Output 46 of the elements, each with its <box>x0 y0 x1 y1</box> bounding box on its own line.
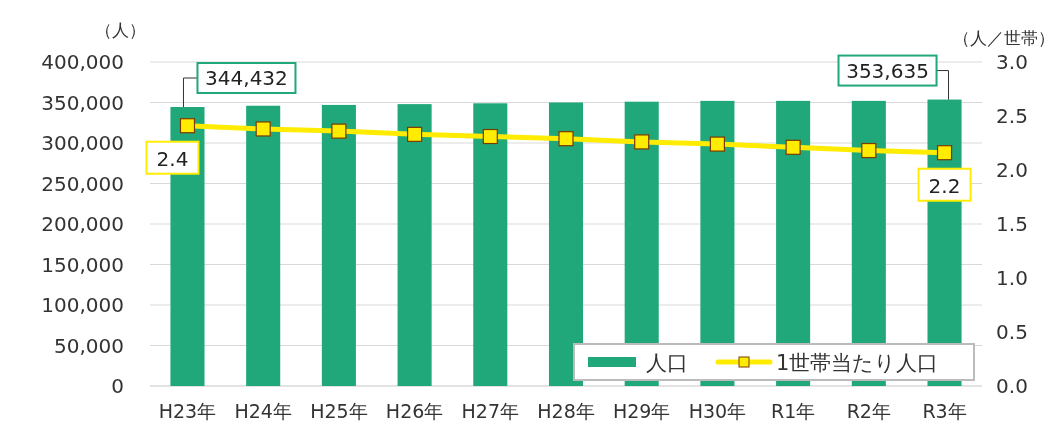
legend-label: 1世帯当たり人口 <box>776 351 939 375</box>
point <box>558 131 574 147</box>
point <box>331 123 347 139</box>
x-tick-label: R3年 <box>922 400 967 422</box>
data-label: 2.4 <box>156 146 189 171</box>
point <box>936 145 953 161</box>
data-label: 344,432 <box>205 66 288 91</box>
x-tick-label: H28年 <box>537 400 595 422</box>
y2-tick-label: 0.5 <box>996 320 1028 344</box>
y2-tick-label: 2.5 <box>996 104 1028 128</box>
point <box>482 128 498 145</box>
y-tick-label: 350,000 <box>41 90 124 115</box>
point <box>709 136 726 152</box>
point <box>406 126 423 142</box>
y2-tick-label: 0.0 <box>996 374 1028 398</box>
data-label: 353,635 <box>846 58 929 83</box>
y-tick-label: 200,000 <box>41 212 124 236</box>
x-tick-label: R2年 <box>846 400 891 422</box>
y-tick-label: 100,000 <box>41 293 124 317</box>
legend-label: 人口 <box>646 351 688 375</box>
x-tick-label: H24年 <box>234 400 292 422</box>
point <box>861 142 877 159</box>
x-tick-label: H25年 <box>310 400 368 422</box>
point <box>634 134 650 150</box>
point <box>785 139 801 155</box>
y-tick-label: 0 <box>111 374 124 398</box>
data-label: 2.2 <box>928 173 961 198</box>
y-tick-label: 400,000 <box>41 50 124 74</box>
point <box>255 121 271 137</box>
y2-tick-label: 3.0 <box>996 50 1028 74</box>
y-tick-label: 250,000 <box>41 171 124 196</box>
y-tick-label: 50,000 <box>54 333 124 358</box>
point <box>179 118 196 134</box>
x-tick-label: H26年 <box>385 400 444 422</box>
y-tick-label: 150,000 <box>41 252 124 277</box>
x-tick-label: H27年 <box>461 400 520 422</box>
x-tick-label: H29年 <box>612 400 671 422</box>
x-tick-label: H23年 <box>158 400 217 422</box>
y2-tick-label: 2.0 <box>996 158 1028 182</box>
y2-axis-title: （人／世帯） <box>953 28 1054 48</box>
x-tick-label: R1年 <box>770 400 816 422</box>
y-tick-label: 300,000 <box>41 131 124 155</box>
x-tick-label: H30年 <box>688 400 747 422</box>
y2-tick-label: 1.5 <box>996 212 1028 236</box>
y-axis-title: （人） <box>94 20 146 40</box>
y2-tick-label: 1.0 <box>996 266 1028 290</box>
